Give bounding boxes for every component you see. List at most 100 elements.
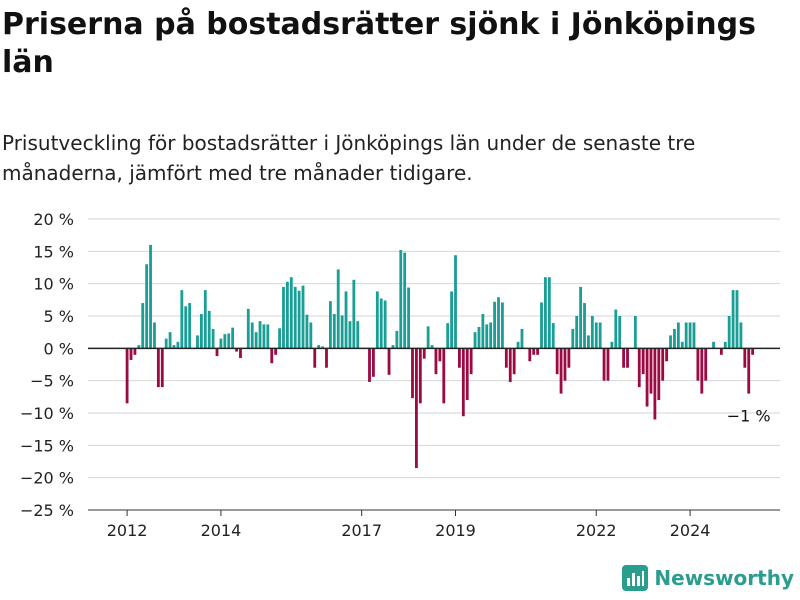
bar <box>289 277 293 349</box>
annotations: −1 % <box>727 407 771 426</box>
x-axis <box>88 347 780 516</box>
bar <box>532 348 536 355</box>
bar <box>282 286 285 349</box>
bar <box>501 302 504 349</box>
bar <box>520 328 524 349</box>
bar <box>168 332 172 349</box>
bar <box>661 348 665 381</box>
bar <box>371 348 375 377</box>
bar <box>598 322 602 349</box>
bar <box>622 348 626 368</box>
x-tick-label: 2024 <box>670 521 711 540</box>
bar <box>575 316 579 349</box>
bar <box>149 244 152 349</box>
bar <box>434 348 438 375</box>
bars <box>125 244 755 468</box>
bar <box>407 287 410 349</box>
bar <box>633 316 637 349</box>
x-tick-label: 2017 <box>341 521 382 540</box>
bar <box>258 321 262 349</box>
bar <box>391 345 395 349</box>
bar <box>133 348 137 355</box>
bar <box>129 348 133 360</box>
y-tick-label: 20 % <box>33 210 74 229</box>
x-axis-labels: 2012 2014 2017 2019 2022 2024 <box>107 521 711 540</box>
bar <box>587 335 590 349</box>
bar <box>293 286 297 349</box>
y-tick-label: 10 % <box>33 275 74 294</box>
chart-subtitle: Prisutveckling för bostadsrätter i Jönkö… <box>2 131 696 185</box>
bar <box>559 348 563 394</box>
bar-chart: 20 % 15 % 10 % 5 % 0 % −5 % −10 % −15 % −20 % −25… <box>20 210 780 540</box>
bar <box>657 348 661 401</box>
x-tick-label: 2014 <box>201 521 242 540</box>
bar <box>328 301 332 349</box>
bar <box>266 324 270 349</box>
bar <box>508 348 512 382</box>
bar <box>704 348 708 381</box>
bar <box>719 348 723 355</box>
bar <box>485 324 489 349</box>
grid-lines <box>88 218 780 511</box>
bar <box>493 301 497 349</box>
bar <box>536 348 540 355</box>
bar <box>239 348 242 359</box>
bar <box>317 345 321 349</box>
bar <box>344 291 348 349</box>
bar <box>145 264 149 349</box>
bar <box>544 277 547 349</box>
bar <box>196 335 199 349</box>
bar <box>747 348 751 394</box>
bar <box>301 285 305 349</box>
bar <box>477 326 481 349</box>
bar <box>743 348 747 368</box>
bar <box>340 315 344 349</box>
bar <box>618 316 622 349</box>
bar <box>473 332 477 349</box>
bar <box>246 308 250 349</box>
bar <box>512 348 516 375</box>
bar <box>610 341 614 349</box>
bar <box>278 328 281 349</box>
bar <box>723 341 727 349</box>
bar <box>137 345 141 349</box>
bar <box>164 338 168 349</box>
bar <box>321 346 324 349</box>
bar <box>606 348 610 381</box>
y-tick-label: −15 % <box>20 436 74 455</box>
bar <box>571 328 575 349</box>
bar <box>305 314 309 349</box>
bar <box>446 323 450 349</box>
bar <box>325 348 328 368</box>
bar <box>649 348 653 394</box>
bar <box>375 291 379 349</box>
bar <box>700 348 704 394</box>
bar <box>469 348 473 375</box>
bar <box>450 291 454 349</box>
bar <box>199 314 203 349</box>
bar <box>673 328 676 349</box>
x-tick-label: 2019 <box>435 521 476 540</box>
bar <box>352 279 356 349</box>
bar <box>692 322 696 349</box>
bar <box>262 324 266 349</box>
bar <box>712 341 715 349</box>
bar <box>504 348 508 368</box>
bar <box>626 348 629 368</box>
bar <box>438 348 442 362</box>
bar <box>454 255 457 349</box>
bar <box>669 335 672 349</box>
bar <box>285 281 289 349</box>
bar <box>442 348 446 404</box>
bar <box>676 322 680 349</box>
bar <box>653 348 657 420</box>
bar <box>399 250 403 349</box>
bar <box>395 330 399 349</box>
bar <box>555 348 559 375</box>
bar <box>696 348 700 381</box>
bar <box>411 348 414 399</box>
bar <box>688 322 692 349</box>
x-tick-label: 2022 <box>576 521 617 540</box>
bar <box>458 348 461 368</box>
bar <box>727 316 731 349</box>
